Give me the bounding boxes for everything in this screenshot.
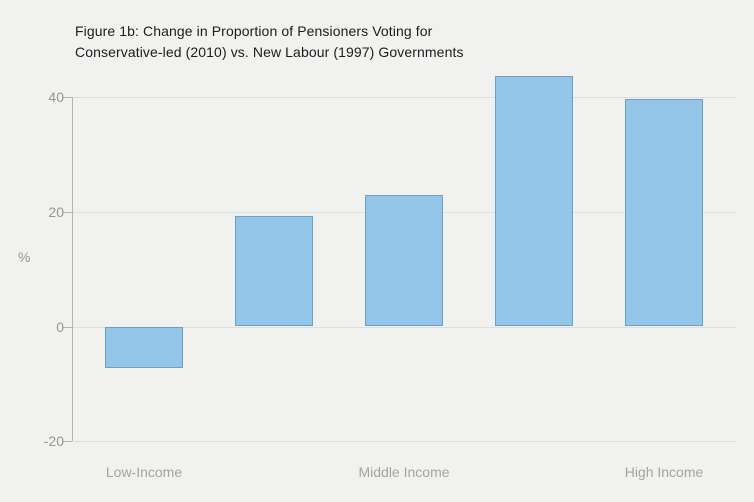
y-tick-label-20: 20 — [48, 203, 64, 220]
bar-middle-income — [365, 194, 443, 327]
y-tick--20 — [63, 441, 72, 443]
bar-group-4 — [495, 75, 573, 327]
chart-title-line-1: Figure 1b: Change in Proportion of Pensi… — [75, 23, 433, 39]
bar-low-income — [105, 326, 183, 369]
bar-high-income — [625, 99, 703, 327]
y-tick-20 — [63, 211, 72, 213]
x-axis-label-high-income: High Income — [624, 464, 704, 480]
y-tick-40 — [63, 97, 72, 99]
y-tick-label-40: 40 — [48, 89, 64, 106]
bar-group-2 — [235, 215, 313, 327]
chart-title-line-2: Conservative-led (2010) vs. New Labour (… — [75, 44, 464, 60]
gridline-0 — [72, 326, 736, 328]
gridline-40 — [72, 97, 736, 99]
y-tick-label-0: 0 — [56, 318, 64, 335]
y-tick-0 — [63, 326, 72, 328]
chart-title: Figure 1b: Change in Proportion of Pensi… — [75, 21, 464, 63]
x-axis-label-middle-income: Middle Income — [358, 464, 450, 480]
y-axis-line — [72, 97, 73, 442]
y-axis-title: % — [18, 249, 31, 265]
gridline--20 — [72, 441, 736, 443]
x-axis-label-low-income: Low-Income — [105, 464, 183, 480]
y-tick-label--20: -20 — [43, 433, 64, 450]
